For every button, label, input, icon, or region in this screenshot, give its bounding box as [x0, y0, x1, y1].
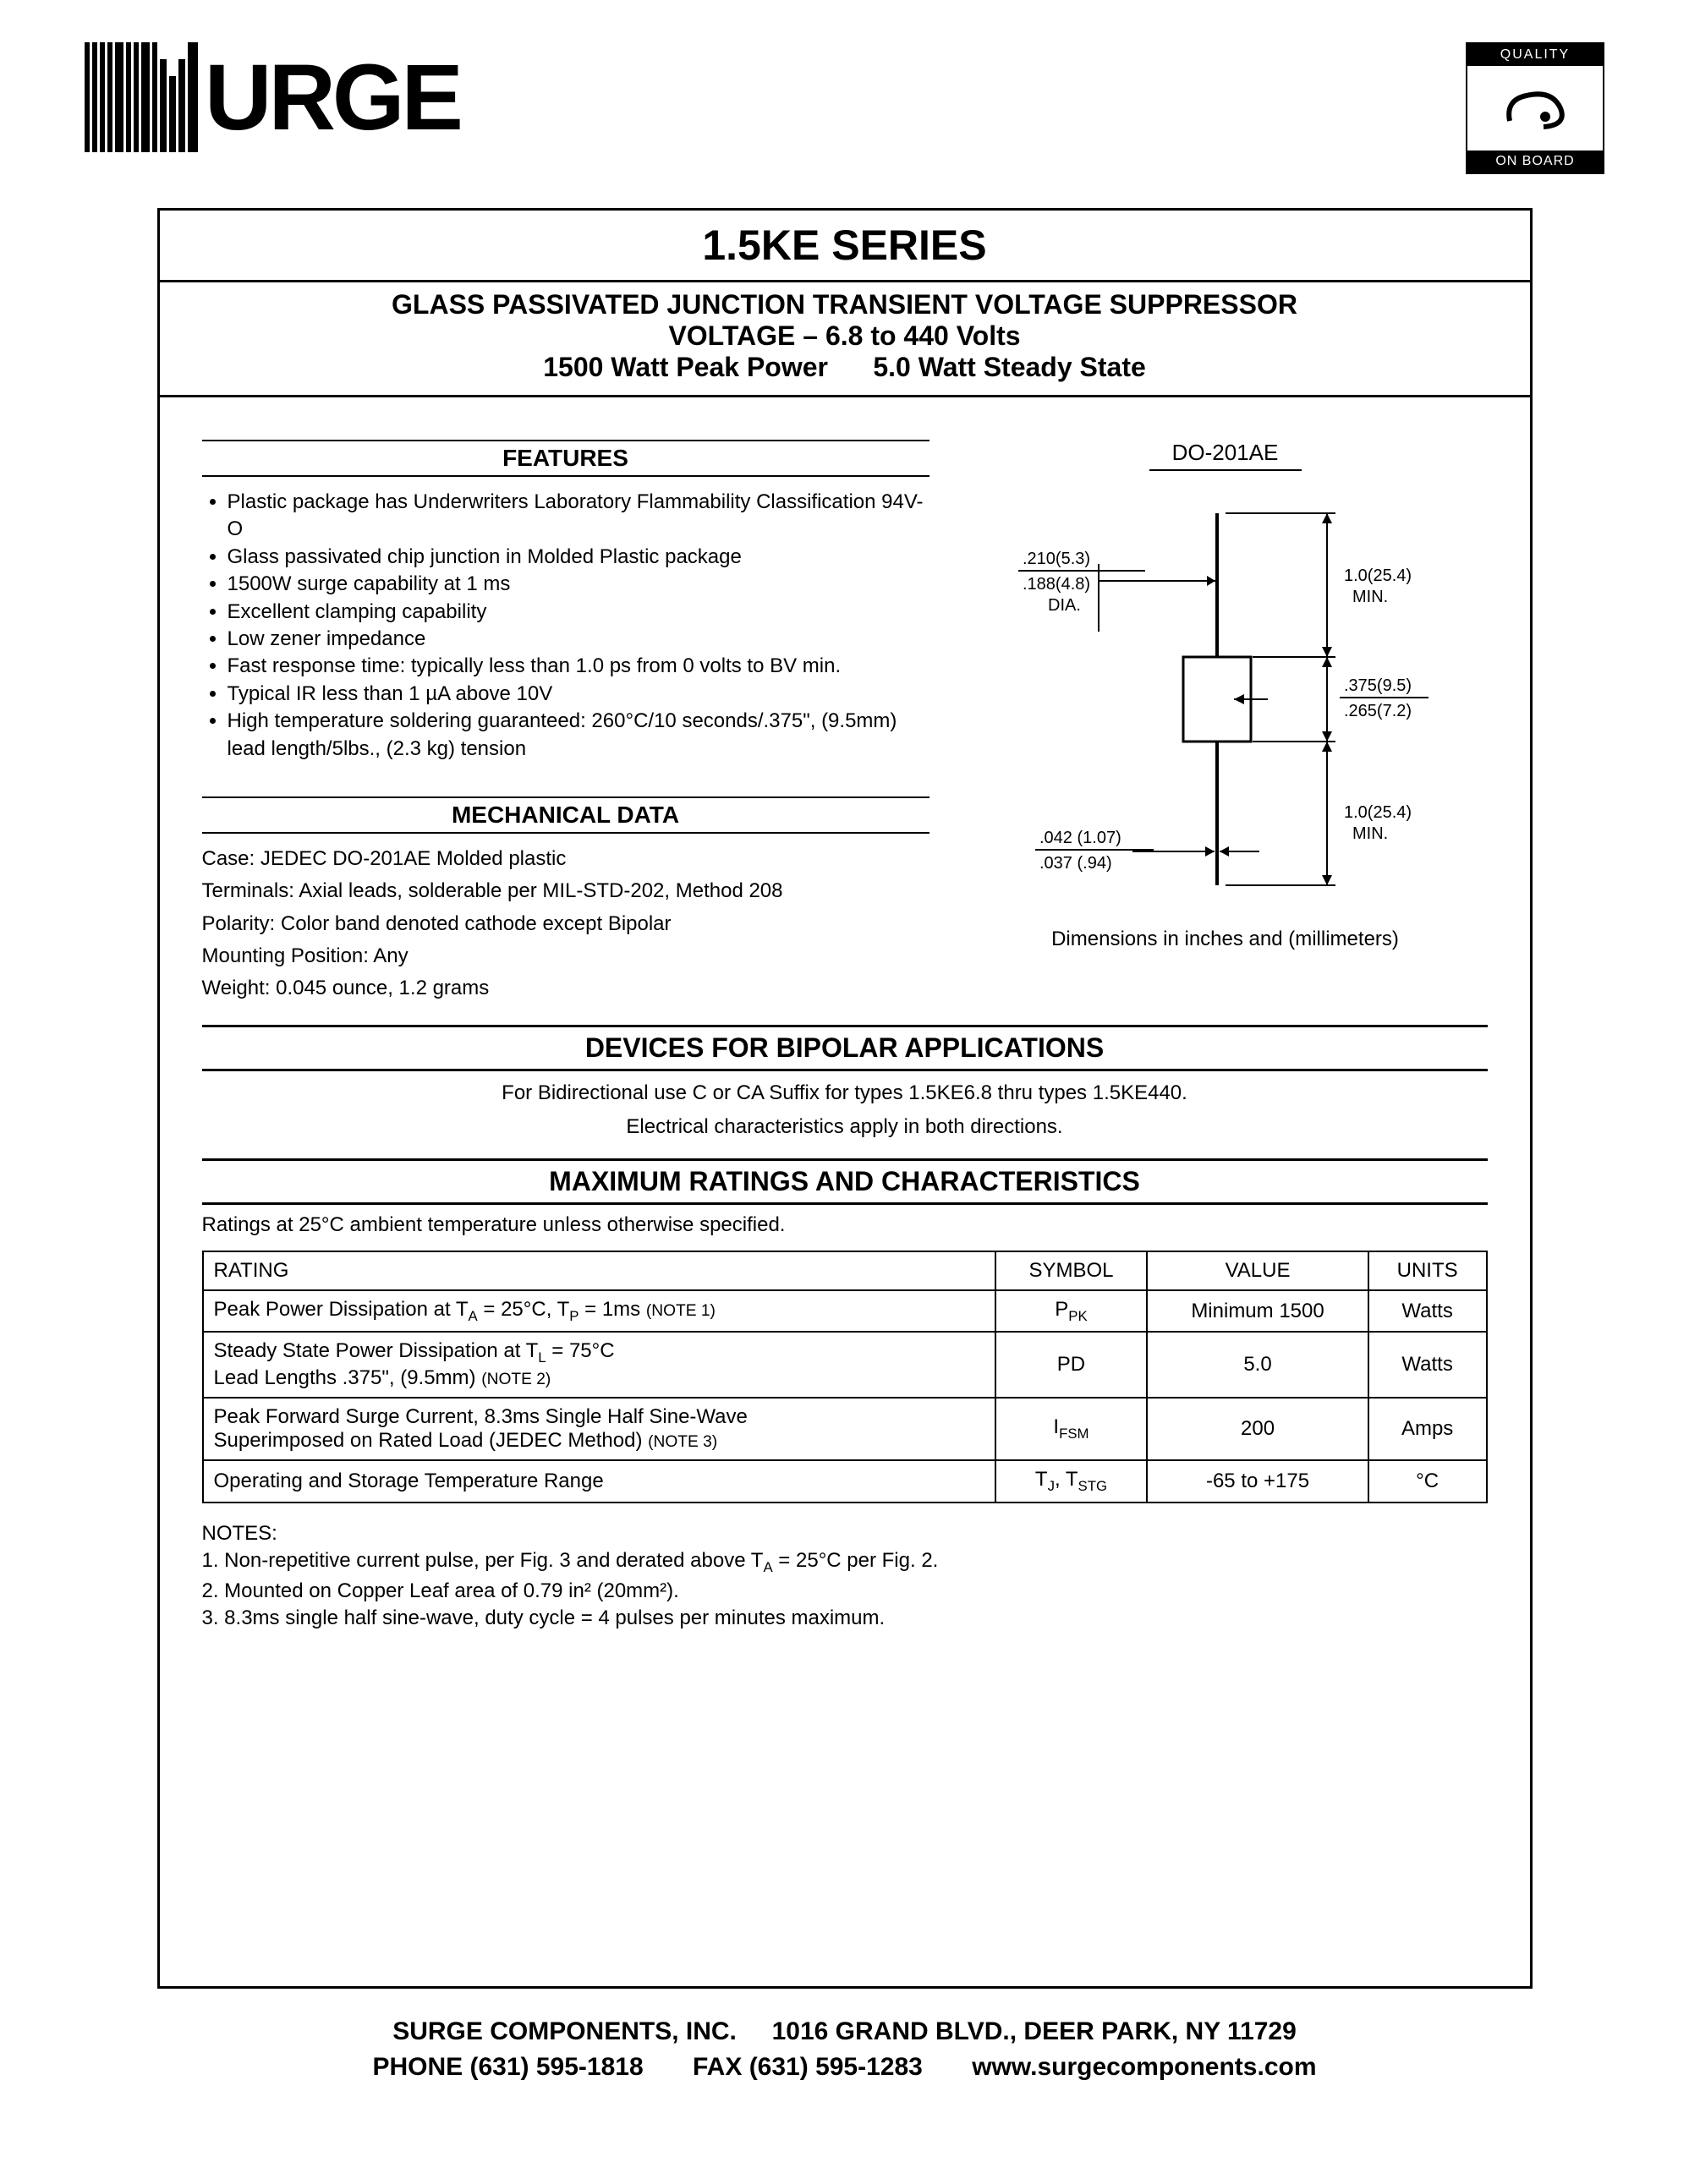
symbol-cell: PD — [995, 1332, 1148, 1398]
dim-lead-top-lbl: MIN. — [1352, 588, 1388, 606]
footer: SURGE COMPONENTS, INC. 1016 GRAND BLVD.,… — [85, 2014, 1604, 2085]
subtitle-line3b: 5.0 Watt Steady State — [873, 352, 1145, 382]
col-symbol: SYMBOL — [995, 1251, 1148, 1290]
units-cell: °C — [1368, 1460, 1487, 1503]
dim-lead-top: 1.0(25.4) — [1344, 567, 1412, 585]
series-title: 1.5KE SERIES — [702, 222, 986, 269]
value-cell: 5.0 — [1147, 1332, 1368, 1398]
footer-company: SURGE COMPONENTS, INC. — [392, 2017, 737, 2045]
logo-text: URGE — [205, 44, 460, 151]
feature-item: Low zener impedance — [228, 626, 929, 653]
value-cell: -65 to +175 — [1147, 1460, 1368, 1503]
subtitle-line2: VOLTAGE – 6.8 to 440 Volts — [160, 320, 1530, 352]
quality-badge: QUALITY ON BOARD — [1466, 42, 1604, 174]
bipolar-header: DEVICES FOR BIPOLAR APPLICATIONS — [202, 1025, 1488, 1071]
feature-item: Typical IR less than 1 µA above 10V — [228, 681, 929, 708]
bipolar-note2: Electrical characteristics apply in both… — [202, 1114, 1488, 1141]
main-frame: 1.5KE SERIES GLASS PASSIVATED JUNCTION T… — [157, 208, 1533, 1989]
subtitle-line1: GLASS PASSIVATED JUNCTION TRANSIENT VOLT… — [160, 289, 1530, 320]
notes-block: NOTES: 1. Non-repetitive current pulse, … — [202, 1520, 1488, 1633]
feature-item: Glass passivated chip junction in Molded… — [228, 544, 929, 571]
rating-cell: Steady State Power Dissipation at TL = 7… — [203, 1332, 995, 1398]
subtitle-line3a: 1500 Watt Peak Power — [543, 352, 828, 382]
table-row: Steady State Power Dissipation at TL = 7… — [203, 1332, 1487, 1398]
mechanical-data: Case: JEDEC DO-201AE Molded plastic Term… — [202, 846, 929, 1003]
footer-address: 1016 GRAND BLVD., DEER PARK, NY 11729 — [772, 2017, 1297, 2045]
symbol-cell: PPK — [995, 1290, 1148, 1333]
feature-item: Fast response time: typically less than … — [228, 653, 929, 680]
table-row: Peak Forward Surge Current, 8.3ms Single… — [203, 1398, 1487, 1460]
units-cell: Amps — [1368, 1398, 1487, 1460]
features-list: Plastic package has Underwriters Laborat… — [202, 489, 929, 763]
feature-item: Plastic package has Underwriters Laborat… — [228, 489, 929, 544]
rating-cell: Operating and Storage Temperature Range — [203, 1460, 995, 1503]
dim-lead-bot: 1.0(25.4) — [1344, 803, 1412, 822]
note-item: 1. Non-repetitive current pulse, per Fig… — [202, 1547, 1488, 1577]
dim-dia-top: .210(5.3) — [1023, 550, 1090, 568]
ratings-intro: Ratings at 25°C ambient temperature unle… — [202, 1213, 1488, 1237]
table-row: Operating and Storage Temperature Range … — [203, 1460, 1487, 1503]
dim-wire-bot: .037 (.94) — [1039, 854, 1112, 873]
maxratings-header: MAXIMUM RATINGS AND CHARACTERISTICS — [202, 1158, 1488, 1205]
note-item: 3. 8.3ms single half sine-wave, duty cyc… — [202, 1605, 1488, 1632]
dim-body-top: .375(9.5) — [1344, 676, 1412, 695]
col-rating: RATING — [203, 1251, 995, 1290]
feature-item: Excellent clamping capability — [228, 599, 929, 626]
dim-lead-bot-lbl: MIN. — [1352, 824, 1388, 843]
dim-dia-lbl: DIA. — [1048, 596, 1081, 615]
ratings-table: RATING SYMBOL VALUE UNITS Peak Power Dis… — [202, 1251, 1488, 1503]
rating-cell: Peak Power Dissipation at TA = 25°C, TP … — [203, 1290, 995, 1333]
units-cell: Watts — [1368, 1290, 1487, 1333]
dim-wire-top: .042 (1.07) — [1039, 829, 1121, 847]
badge-bottom: ON BOARD — [1467, 151, 1603, 172]
rating-cell: Peak Forward Surge Current, 8.3ms Single… — [203, 1398, 995, 1460]
barcode-icon — [85, 42, 198, 152]
subtitle-block: GLASS PASSIVATED JUNCTION TRANSIENT VOLT… — [160, 282, 1530, 397]
dim-dia-bot: .188(4.8) — [1023, 575, 1090, 594]
symbol-cell: IFSM — [995, 1398, 1148, 1460]
value-cell: 200 — [1147, 1398, 1368, 1460]
footer-phone: PHONE (631) 595-1818 — [372, 2053, 643, 2081]
package-diagram: .210(5.3) .188(4.8) DIA. 1.0(25.4) MIN. — [989, 496, 1462, 902]
mechanical-header: MECHANICAL DATA — [202, 796, 929, 834]
table-row: Peak Power Dissipation at TA = 25°C, TP … — [203, 1290, 1487, 1333]
bipolar-note1: For Bidirectional use C or CA Suffix for… — [202, 1080, 1488, 1107]
notes-header: NOTES: — [202, 1520, 1488, 1547]
feature-item: High temperature soldering guaranteed: 2… — [228, 708, 929, 763]
mech-mounting: Mounting Position: Any — [202, 943, 929, 970]
mech-weight: Weight: 0.045 ounce, 1.2 grams — [202, 975, 929, 1002]
badge-icon — [1467, 66, 1603, 151]
badge-top: QUALITY — [1467, 44, 1603, 66]
col-value: VALUE — [1147, 1251, 1368, 1290]
mech-terminals: Terminals: Axial leads, solderable per M… — [202, 878, 929, 905]
footer-fax: FAX (631) 595-1283 — [693, 2053, 923, 2081]
footer-url: www.surgecomponents.com — [972, 2053, 1316, 2081]
symbol-cell: TJ, TSTG — [995, 1460, 1148, 1503]
value-cell: Minimum 1500 — [1147, 1290, 1368, 1333]
units-cell: Watts — [1368, 1332, 1487, 1398]
mech-case: Case: JEDEC DO-201AE Molded plastic — [202, 846, 929, 873]
feature-item: 1500W surge capability at 1 ms — [228, 571, 929, 598]
package-label: DO-201AE — [1149, 440, 1302, 471]
company-logo: URGE — [85, 42, 460, 152]
mech-polarity: Polarity: Color band denoted cathode exc… — [202, 911, 929, 938]
features-header: FEATURES — [202, 440, 929, 477]
dimensions-caption: Dimensions in inches and (millimeters) — [963, 928, 1488, 951]
dim-body-bot: .265(7.2) — [1344, 702, 1412, 720]
header-bar: URGE QUALITY ON BOARD — [85, 42, 1604, 174]
note-item: 2. Mounted on Copper Leaf area of 0.79 i… — [202, 1578, 1488, 1605]
col-units: UNITS — [1368, 1251, 1487, 1290]
